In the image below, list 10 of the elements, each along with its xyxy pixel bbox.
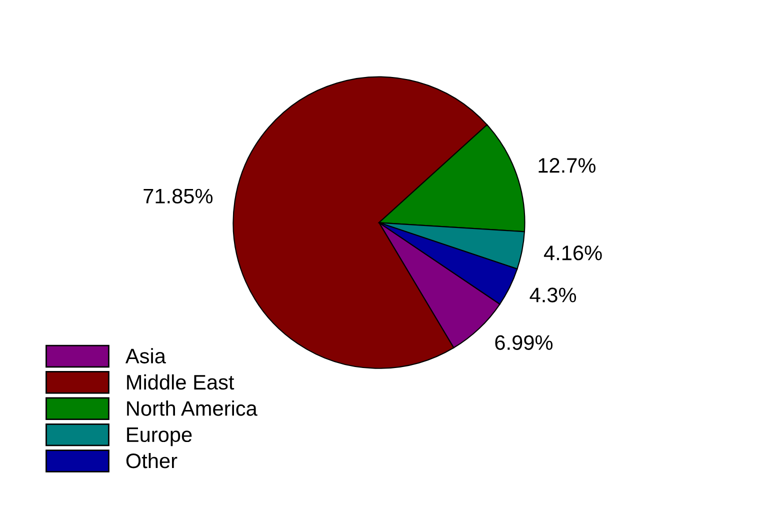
data-label: 4.3% xyxy=(530,288,576,302)
data-label: 4.16% xyxy=(544,246,602,260)
data-label: 71.85% xyxy=(144,188,213,204)
data-label: 12.7% xyxy=(538,158,596,173)
legend-label: Middle East xyxy=(127,374,234,390)
legend-label: Asia xyxy=(125,348,166,364)
legend-label: North America xyxy=(127,400,258,416)
legend-label: Other xyxy=(126,452,178,468)
data-label: 6.99% xyxy=(495,335,553,350)
legend-label: Europe xyxy=(127,428,192,446)
